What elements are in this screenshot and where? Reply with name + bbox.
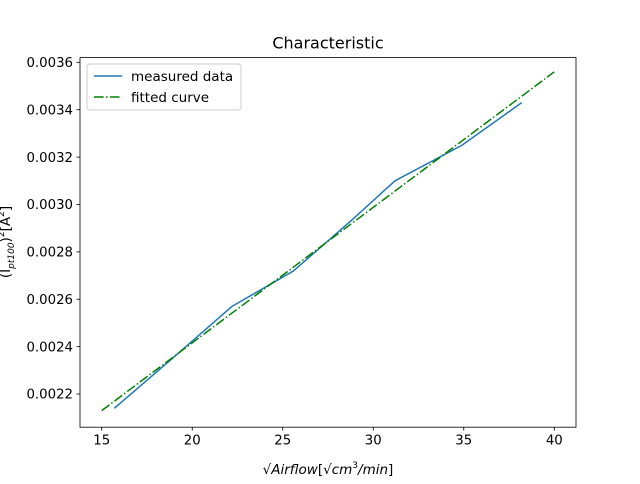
y-label-close: ) <box>0 237 14 242</box>
chart-title: Characteristic <box>272 34 383 53</box>
y-tick-label: 0.0030 <box>26 198 73 213</box>
x-label-bracket-close: ] <box>388 462 393 478</box>
x-tick-label: 35 <box>455 434 472 449</box>
x-label-bracket-open: [ <box>318 462 323 478</box>
y-label-unit-close: ] <box>0 206 14 211</box>
x-tick-label: 40 <box>546 434 563 449</box>
y-label-unit-open: [A <box>0 216 14 231</box>
y-label-unit-exp: 2 <box>0 211 7 217</box>
y-tick-label: 0.0028 <box>26 246 73 261</box>
y-label-subscript: pt100 <box>7 242 17 270</box>
legend-frame <box>86 63 242 111</box>
x-tick-label: 30 <box>365 434 382 449</box>
x-label-unit-radical: √ <box>323 462 332 478</box>
y-tick-label: 0.0032 <box>26 151 73 166</box>
series-line-fitted-curve <box>101 71 555 412</box>
axes: 15 20 25 30 35 40 0.0022 0.0024 0.0026 0.0028 0.00… <box>26 56 577 449</box>
x-label-radical: √ <box>263 462 272 478</box>
plot-area <box>101 71 555 412</box>
legend-label-fitted-curve: fitted curve <box>131 90 209 106</box>
y-tick-label: 0.0026 <box>26 293 73 308</box>
x-tick-label: 20 <box>184 434 201 449</box>
y-label-exp: 2 <box>0 231 7 237</box>
x-label-unit-exp: 3 <box>352 461 358 471</box>
axes-frame <box>79 57 577 428</box>
y-tick-label: 0.0034 <box>26 103 73 118</box>
y-tick-label: 0.0024 <box>26 340 73 355</box>
x-label-unit-cm: cm <box>332 462 353 478</box>
x-tick-label: 25 <box>274 434 291 449</box>
legend: measured data fitted curve <box>86 63 242 111</box>
y-label-prefix: (I <box>0 269 14 278</box>
x-axis-label: √Airflow[√cm3/min] <box>263 461 394 478</box>
x-label-variable: Airflow <box>270 462 319 478</box>
y-tick-label: 0.0036 <box>26 56 73 71</box>
x-tick-label: 15 <box>93 434 110 449</box>
y-axis-label: (Ipt100)2[A2] <box>0 206 17 278</box>
y-tick-label: 0.0022 <box>26 388 73 403</box>
x-label-unit-rest: /min <box>357 462 388 478</box>
legend-label-measured-data: measured data <box>131 69 233 85</box>
